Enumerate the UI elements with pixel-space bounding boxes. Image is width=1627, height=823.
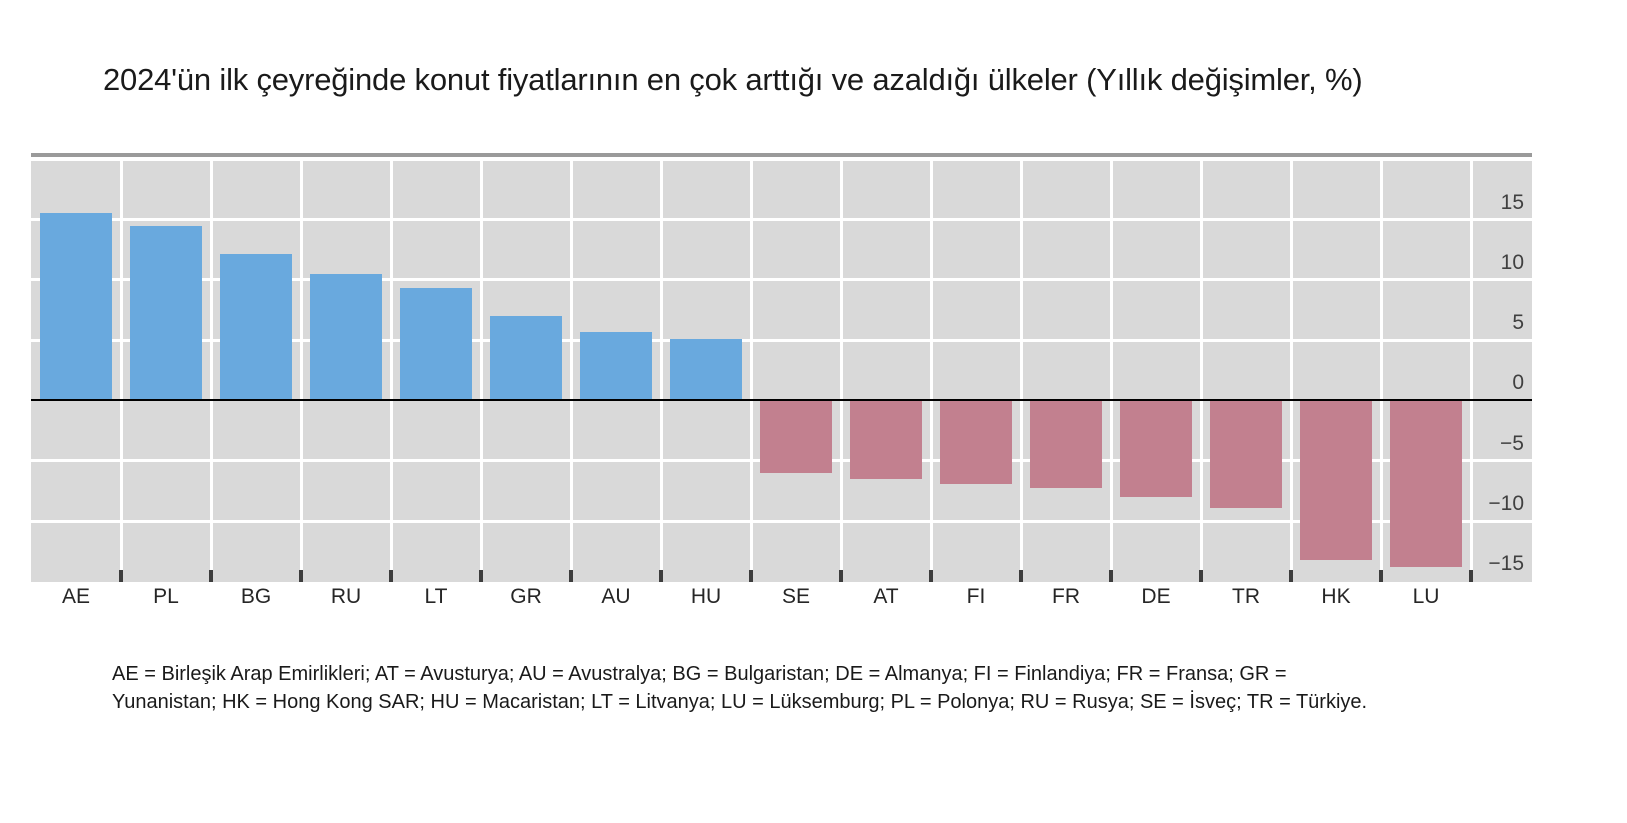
v-gridline [1379,161,1383,582]
bar-positive [40,213,112,400]
chart-top-border [31,153,1532,157]
x-axis-boundary-tick [659,570,663,582]
bar-negative [850,401,922,479]
zero-line [31,399,1532,402]
y-axis-tick-label: 10 [1500,250,1524,274]
v-gridline [659,161,663,582]
x-axis-category-label: DE [1141,585,1171,608]
bar-positive [580,331,652,400]
v-gridline [929,161,933,582]
x-axis-boundary-tick [299,570,303,582]
h-gridline [31,338,1532,342]
footnote: AE = Birleşik Arap Emirlikleri; AT = Avu… [112,660,1367,716]
x-axis-boundary-tick [1469,570,1473,582]
x-axis-boundary-tick [1019,570,1023,582]
bar-negative [1300,401,1372,560]
x-axis-category-label: HU [690,585,722,608]
bar-negative [1120,401,1192,497]
bar-negative [1030,401,1102,489]
chart-title: 2024'ün ilk çeyreğinde konut fiyatlarını… [103,62,1363,97]
bar-positive [130,225,202,400]
v-gridline [479,161,483,582]
v-gridline [839,161,843,582]
v-gridline [389,161,393,582]
x-axis-category-label: AT [873,585,899,608]
x-axis-labels: AE PL BG RU LT GR AU HU SE AT FI FR DE TR HK LU [31,582,1471,614]
x-axis-category-label: RU [330,585,362,608]
v-gridline [119,161,123,582]
x-axis-boundary-tick [839,570,843,582]
x-axis-category-label: SE [781,585,810,608]
y-axis-tick-label: 15 [1500,190,1524,214]
bar-positive [310,273,382,400]
bar-negative [940,401,1012,484]
v-gridline [1469,161,1473,582]
x-axis-category-label: FR [1052,585,1080,608]
x-axis-boundary-tick [1199,570,1203,582]
bar-positive [400,288,472,400]
h-gridline [31,278,1532,282]
x-axis-boundary-tick [749,570,753,582]
v-gridline [1199,161,1203,582]
bar-negative [1210,401,1282,508]
bar-positive [490,316,562,400]
x-axis-category-label: TR [1232,585,1260,608]
x-axis-category-label: HK [1321,585,1351,608]
x-axis-category-label: PL [153,585,179,608]
footnote-line-2: Yunanistan; HK = Hong Kong SAR; HU = Mac… [112,691,1368,713]
bar-negative [1390,401,1462,567]
v-gridline [569,161,573,582]
x-axis-boundary-tick [929,570,933,582]
h-gridline [31,519,1532,523]
bar-positive [670,338,742,400]
x-axis-boundary-tick [119,570,123,582]
x-axis-category-label: BG [240,585,272,608]
h-gridline [31,218,1532,221]
v-gridline [1019,161,1023,582]
y-axis-tick-label: 5 [1512,311,1524,335]
v-gridline [1289,161,1293,582]
x-axis-boundary-tick [479,570,483,582]
bar-positive [220,254,292,400]
footnote-line-1: AE = Birleşik Arap Emirlikleri; AT = Avu… [112,663,1287,685]
y-axis-tick-label: −15 [1488,552,1524,576]
y-axis-tick-label: −10 [1488,492,1524,516]
x-axis-boundary-tick [1379,570,1383,582]
y-axis-tick-label: 0 [1512,371,1524,395]
v-gridline [209,161,213,582]
y-axis-tick-label: −5 [1500,431,1524,455]
bar-negative [760,401,832,473]
x-axis-category-label: LT [424,585,448,608]
v-gridline [299,161,303,582]
x-axis-category-label: GR [510,585,542,608]
x-axis-category-label: FI [966,585,986,608]
v-gridline [1109,161,1113,582]
x-axis-boundary-tick [569,570,573,582]
x-axis-category-label: AE [61,585,90,608]
x-axis-category-label: LU [1412,585,1440,608]
plot-area: 15 10 5 0 −5 −10 −15 [31,161,1532,582]
x-axis-boundary-tick [1289,570,1293,582]
x-axis-boundary-tick [389,570,393,582]
v-gridline [749,161,753,582]
x-axis-boundary-tick [1109,570,1113,582]
x-axis-boundary-tick [209,570,213,582]
x-axis-category-label: AU [601,585,631,608]
